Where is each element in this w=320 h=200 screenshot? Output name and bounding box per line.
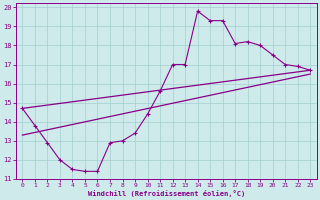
- X-axis label: Windchill (Refroidissement éolien,°C): Windchill (Refroidissement éolien,°C): [88, 190, 245, 197]
